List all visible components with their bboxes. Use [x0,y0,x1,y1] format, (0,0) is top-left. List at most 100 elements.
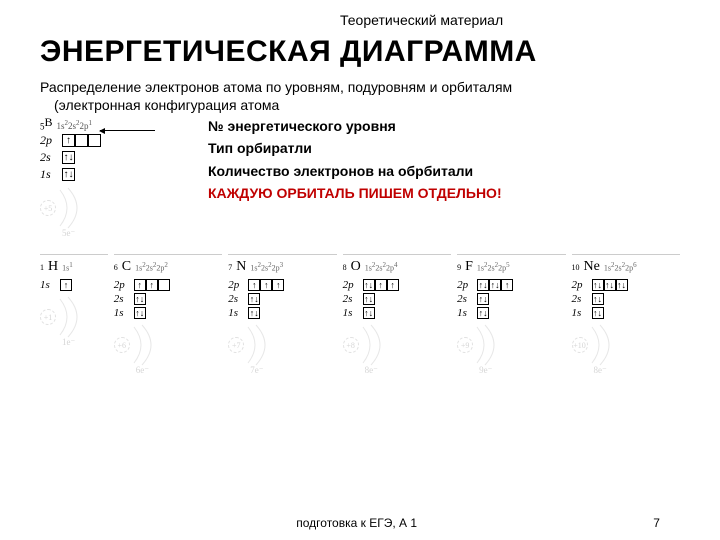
electron-box: ↑ [260,279,272,291]
demo-block: 5B 1s22s22p1 2p↑2s↑↓1s↑↓ +5 5e⁻ № энерге… [40,115,680,236]
orbital-row: 1s ↑↓ [343,307,451,319]
element-symbol: Ne [584,259,600,275]
orbital-row: 2s↑↓ [40,150,180,165]
element-symbol: H [48,259,58,275]
electron-box: ↑↓ [363,293,375,305]
electron-count: 8e⁻ [365,365,378,376]
electron-box: ↑↓ [592,293,604,305]
orbital-row: 2p↑↓↑↓↑↓ [572,279,680,291]
orbital-label: 1s [457,307,473,319]
electron-config: 1s1 [62,261,73,273]
shell-diagram: +99e⁻ [457,323,517,373]
subtitle-paren: (электронная конфигурация атома [54,97,680,113]
electron-count: 1e⁻ [62,337,75,348]
electron-box: ↑↓ [592,307,604,319]
orbital-row: 1s ↑ [40,279,108,291]
note-level: № энергетического уровня [208,115,502,137]
pointer-arrow-icon [100,130,155,131]
atomic-number: 7 [228,263,232,272]
boron-demo: 5B 1s22s22p1 2p↑2s↑↓1s↑↓ +5 5e⁻ [40,115,180,236]
electron-box: ↑ [134,279,146,291]
electron-config: 1s22s22p5 [477,261,510,273]
electron-config: 1s22s22p2 [135,261,168,273]
electron-box: ↑↓ [134,307,146,319]
atomic-number: 1 [40,263,44,272]
orbital-label: 2p [40,133,58,148]
orbital-label: 2s [40,150,58,165]
electron-box: ↑↓ [62,168,75,181]
orbital-label: 2s [572,293,588,305]
electron-count: 7e⁻ [250,365,263,376]
electron-box: ↑ [248,279,260,291]
orbital-label: 1s [343,307,359,319]
orbital-row: 1s↑↓ [457,307,565,319]
boron-symbol: 5B 1s22s22p1 [40,115,180,131]
electron-box [75,134,88,147]
orbital-label: 2s [343,293,359,305]
electron-box: ↑ [375,279,387,291]
atomic-number: 6 [114,263,118,272]
electron-count: 6e⁻ [136,365,149,376]
orbital-row: 2p↑↓↑↓↑ [457,279,565,291]
section-label: Теоретический материал [340,12,680,29]
footer-caption: подготовка к ЕГЭ, А 1 [296,516,417,530]
electron-box: ↑↓ [616,279,628,291]
page-title: ЭНЕРГЕТИЧЕСКАЯ ДИАГРАММА [40,35,680,69]
electron-box [158,279,170,291]
element-symbol: F [465,259,473,275]
orbital-label: 2p [114,279,130,291]
atomic-number: 10 [572,263,580,272]
shell-diagram: +108e⁻ [572,323,632,373]
atomic-number: 8 [343,263,347,272]
shell-diagram: +66e⁻ [114,323,174,373]
boron-shell-diagram: +5 5e⁻ [40,186,100,236]
electron-box: ↑↓ [248,307,260,319]
electron-box: ↑↓ [363,279,375,291]
atom-h: 1H 1s1 1s ↑ +11e⁻ [40,254,108,373]
orbital-label: 2p [343,279,359,291]
orbital-row: 1s ↑↓ [572,307,680,319]
orbital-row: 2s ↑↓ [343,293,451,305]
orbital-row: 2s↑↓ [228,293,336,305]
note-emphasis: КАЖДУЮ ОРБИТАЛЬ ПИШЕМ ОТДЕЛЬНО! [208,182,502,204]
orbital-label: 2s [114,293,130,305]
boron-config: 1s22s22p1 [57,119,93,131]
electron-box: ↑↓ [134,293,146,305]
orbital-row: 2s ↑↓ [114,293,222,305]
orbital-row: 2p↑ [40,133,180,148]
orbital-row: 1s↑↓ [40,167,180,182]
orbital-label: 1s [40,279,56,291]
electron-box: ↑ [60,279,72,291]
orbital-row: 2p↑↑↑ [228,279,336,291]
atom-f: 9F1s22s22p52p↑↓↑↓↑2s↑↓1s↑↓+99e⁻ [457,254,565,373]
electron-config: 1s22s22p6 [604,261,637,273]
electron-count: 5e⁻ [62,228,75,239]
electron-box [88,134,101,147]
electron-count: 8e⁻ [594,365,607,376]
orbital-label: 2s [228,293,244,305]
orbital-label: 1s [572,307,588,319]
shell-diagram: +11e⁻ [40,295,100,345]
electron-config: 1s22s22p3 [250,261,283,273]
orbital-row: 1s ↑↓ [114,307,222,319]
note-orbital: Тип орбиратли [208,137,502,159]
atom-o: 8O1s22s22p42p↑↓↑↑2s↑↓1s↑↓+88e⁻ [343,254,451,373]
atom-ne: 10Ne1s22s22p62p↑↓↑↓↑↓2s↑↓1s↑↓+108e⁻ [572,254,680,373]
shell-diagram: +77e⁻ [228,323,288,373]
electron-box: ↑↓ [363,307,375,319]
note-count: Количество электронов на обрбитали [208,160,502,182]
electron-box: ↑↓ [604,279,616,291]
orbital-label: 1s [114,307,130,319]
electron-count: 9e⁻ [479,365,492,376]
orbital-label: 2p [572,279,588,291]
orbital-row: 2s ↑↓ [572,293,680,305]
atom-c: 6C1s22s22p22p↑↑2s↑↓1s↑↓+66e⁻ [114,254,222,373]
electron-box: ↑ [387,279,399,291]
orbital-row: 2s↑↓ [457,293,565,305]
electron-box: ↑↓ [477,293,489,305]
electron-box: ↑↓ [592,279,604,291]
orbital-label: 2p [228,279,244,291]
annotation-list: № энергетического уровня Тип орбиратли К… [208,115,502,205]
subtitle: Распределение электронов атома по уровня… [40,79,680,95]
electron-box: ↑ [272,279,284,291]
